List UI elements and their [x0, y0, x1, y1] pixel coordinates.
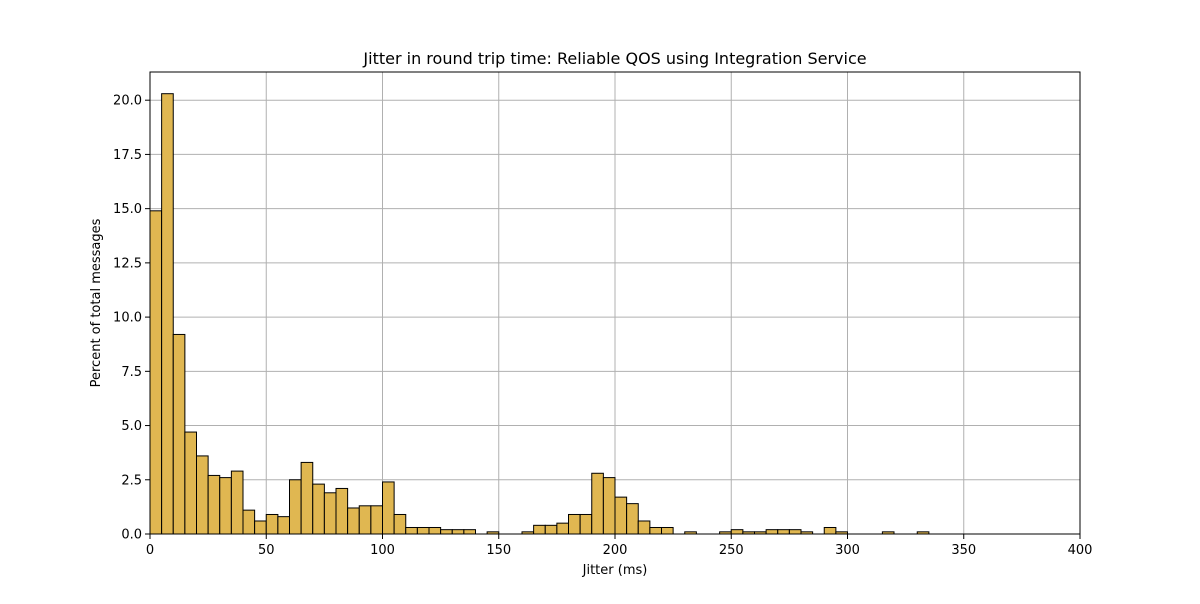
histogram-bar — [335, 487, 349, 535]
x-tick-label: 100 — [370, 543, 395, 558]
histogram-bar — [312, 483, 325, 535]
chart-title: Jitter in round trip time: Reliable QOS … — [362, 49, 866, 68]
histogram-bar — [614, 496, 628, 535]
x-axis-ticks: 0 50 100 150 200 250 300 350 400 — [146, 534, 1093, 558]
x-tick-label: 400 — [1068, 543, 1093, 558]
histogram-bar — [196, 455, 209, 535]
y-tick-label: 15.0 — [113, 202, 142, 217]
y-tick-label: 5.0 — [121, 419, 142, 434]
y-tick-label: 10.0 — [113, 311, 142, 326]
histogram-bar — [289, 479, 302, 535]
histogram-bar — [823, 526, 837, 535]
histogram-bar — [393, 513, 407, 535]
y-tick-label: 0.0 — [121, 528, 142, 543]
x-axis-label: Jitter (ms) — [582, 563, 648, 578]
x-tick-label: 50 — [258, 543, 275, 558]
histogram-bar — [556, 522, 569, 535]
histogram-bar — [358, 505, 372, 535]
histogram-bar — [661, 526, 674, 535]
y-tick-label: 20.0 — [113, 94, 142, 109]
histogram-bar — [626, 503, 639, 535]
grid-lines — [149, 72, 1081, 535]
histogram-bar — [254, 520, 267, 535]
x-tick-label: 350 — [951, 543, 976, 558]
histogram-bar — [533, 524, 546, 535]
histogram-bar — [765, 529, 779, 535]
histogram-bar — [219, 477, 232, 535]
histogram-bar — [463, 529, 476, 535]
histogram-bar — [207, 474, 221, 535]
histogram-bar — [323, 492, 337, 535]
x-tick-label: 200 — [603, 543, 628, 558]
histogram-bar — [730, 529, 744, 535]
y-tick-label: 12.5 — [113, 256, 142, 271]
histogram-bar — [602, 477, 616, 535]
y-tick-label: 7.5 — [121, 365, 142, 380]
histogram-bar — [788, 529, 802, 535]
histogram-bar — [568, 513, 581, 535]
histogram-bar — [161, 93, 174, 535]
histogram-bar — [416, 526, 430, 535]
histogram-bar — [184, 431, 197, 535]
histogram-bar — [637, 520, 651, 535]
histogram-bar — [370, 505, 383, 535]
histogram-bar — [591, 472, 604, 535]
x-tick-label: 150 — [486, 543, 511, 558]
y-tick-label: 2.5 — [121, 473, 142, 488]
x-tick-label: 250 — [719, 543, 744, 558]
histogram-bar — [265, 513, 279, 535]
histogram-bar — [649, 526, 662, 535]
histogram-bar — [544, 524, 558, 535]
histogram-bar — [777, 529, 790, 535]
x-tick-label: 300 — [835, 543, 860, 558]
x-tick-label: 0 — [146, 543, 154, 558]
y-tick-label: 17.5 — [113, 148, 142, 163]
histogram-bar — [579, 513, 593, 535]
histogram-bar — [405, 526, 418, 535]
histogram-bar — [300, 461, 314, 535]
y-axis-label: Percent of total messages — [89, 218, 104, 387]
histogram-bar — [428, 526, 442, 535]
histogram-bar — [149, 210, 163, 535]
y-axis-ticks: 0.0 2.5 5.0 7.5 10.0 12.5 15.0 17.5 20.0 — [113, 94, 150, 543]
histogram-bar — [277, 516, 290, 535]
histogram-bar — [347, 507, 360, 535]
histogram-bar — [382, 481, 395, 535]
histogram-bar — [242, 509, 256, 535]
histogram-bar — [440, 529, 453, 535]
histogram-bar — [451, 529, 465, 535]
histogram-bar — [172, 333, 186, 535]
histogram-bars — [149, 93, 930, 535]
histogram-bar — [230, 470, 244, 535]
